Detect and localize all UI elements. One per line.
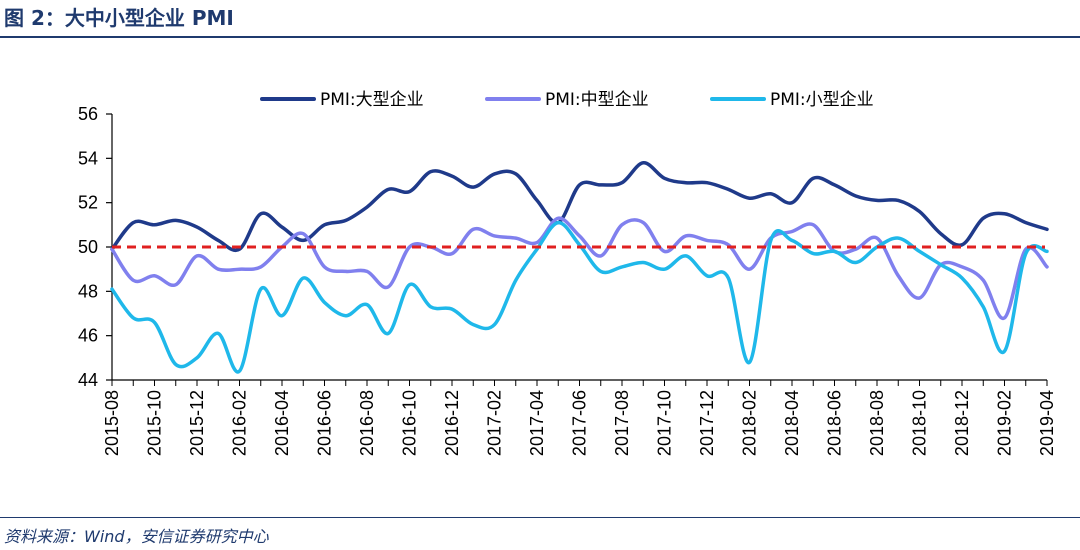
y-tick-label: 54 — [78, 148, 98, 168]
legend-item-large: PMI:大型企业 — [260, 90, 424, 110]
x-tick-label: 2018-06 — [825, 390, 845, 456]
x-tick-label: 2018-10 — [910, 390, 930, 456]
title-rule — [0, 36, 1080, 38]
x-tick-label: 2018-08 — [867, 390, 887, 456]
x-tick-label: 2016-06 — [315, 390, 335, 456]
legend-item-medium: PMI:中型企业 — [485, 90, 649, 110]
x-tick-label: 2015-08 — [102, 390, 122, 456]
x-tick-label: 2016-12 — [442, 390, 462, 456]
legend-item-small: PMI:小型企业 — [710, 90, 874, 110]
y-tick-label: 48 — [78, 281, 98, 301]
pmi-line-chart: 44 46 48 50 52 54 56 2015-08 2015-10 2015-12 2016-… — [78, 90, 1057, 456]
x-tick-label: 2019-04 — [1037, 390, 1057, 456]
x-tick-label: 2016-10 — [400, 390, 420, 456]
x-tick-label: 2016-04 — [272, 390, 292, 456]
x-tick-label: 2017-12 — [697, 390, 717, 456]
x-tick-label: 2017-10 — [655, 390, 675, 456]
legend-label: PMI:小型企业 — [770, 90, 874, 110]
y-tick-label: 46 — [78, 326, 98, 346]
source-rule — [0, 517, 1080, 518]
x-tick-label: 2018-02 — [740, 390, 760, 456]
series-line-small — [110, 220, 1049, 374]
series-line-medium — [110, 216, 1049, 320]
source-note: 资料来源：Wind，安信证券研究中心 — [4, 527, 269, 546]
plot-area: 44 46 48 50 52 54 56 2015-08 2015-10 2015-12 2016-… — [78, 104, 1057, 456]
x-tick-label: 2015-12 — [187, 390, 207, 456]
x-tick-label: 2016-08 — [357, 390, 377, 456]
legend-label: PMI:大型企业 — [320, 90, 424, 110]
series-line-large — [110, 161, 1049, 253]
chart-legend: PMI:大型企业 PMI:中型企业 PMI:小型企业 — [260, 90, 874, 110]
x-tick-label: 2017-06 — [570, 390, 590, 456]
x-tick-label: 2015-10 — [145, 390, 165, 456]
x-tick-label: 2017-02 — [485, 390, 505, 456]
legend-label: PMI:中型企业 — [545, 90, 649, 110]
x-tick-label: 2017-08 — [612, 390, 632, 456]
x-tick-label: 2016-02 — [230, 390, 250, 456]
x-tick-label: 2018-12 — [952, 390, 972, 456]
y-tick-label: 56 — [78, 104, 98, 124]
y-tick-label: 44 — [78, 370, 98, 390]
x-tick-label: 2019-02 — [995, 390, 1015, 456]
x-tick-label: 2017-04 — [527, 390, 547, 456]
y-tick-label: 50 — [78, 237, 98, 257]
figure-title: 图 2：大中小型企业 PMI — [4, 6, 234, 30]
y-tick-label: 52 — [78, 193, 98, 213]
x-tick-label: 2018-04 — [782, 390, 802, 456]
